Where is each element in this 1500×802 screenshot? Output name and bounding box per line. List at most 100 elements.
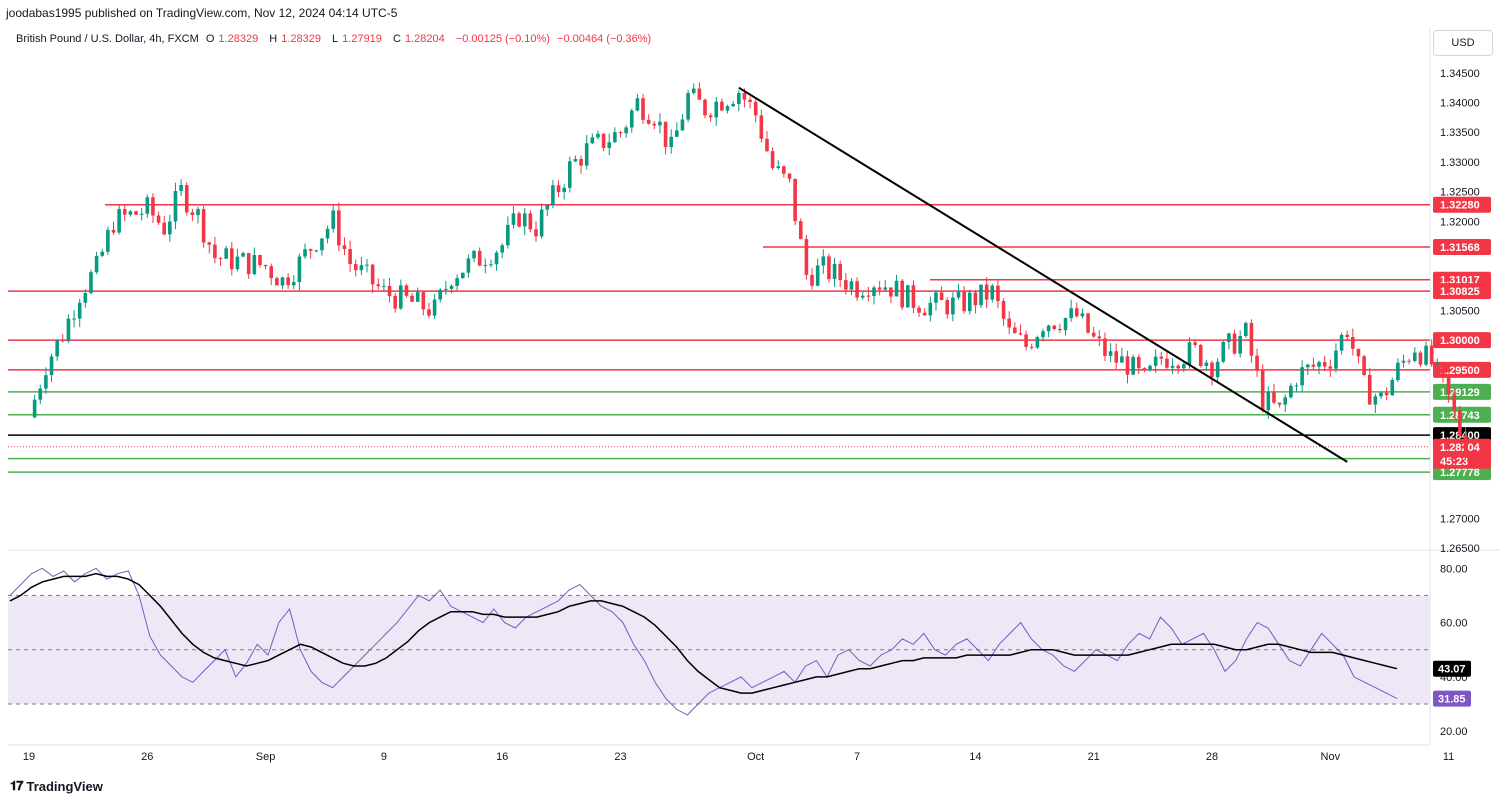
candle-body [793,178,797,222]
candle-body [1013,327,1017,334]
candle-body [173,190,178,222]
price-tick-label: 1.27000 [1440,513,1480,525]
candle-body [421,292,426,310]
candle-body [804,239,809,275]
candle-body [100,251,105,256]
candle-body [911,285,916,308]
candle-body [703,99,707,116]
candle-body [404,285,409,296]
candle-body [1413,352,1417,362]
candle-body [1103,338,1107,356]
candle-body [1193,342,1197,345]
candle-body [337,210,341,246]
candle-body [162,222,166,235]
candle-body [1255,355,1259,371]
candle-body [770,151,775,168]
price-level-tag: 1.29129 [1433,383,1491,400]
candle-body [1063,318,1068,331]
candle-body [1046,325,1051,332]
candle-body [934,292,938,303]
candle-body [844,280,848,290]
candle-body [145,197,150,214]
candle-body [618,132,623,134]
candle-body [522,213,527,227]
candle-body [1452,394,1457,411]
price-level-tag-label: 1.30825 [1440,286,1480,298]
rsi-tick-label: 20.00 [1440,726,1468,738]
candle-body [889,287,893,297]
close-value: C 1.28204 [392,33,445,45]
candle-body [1283,397,1288,405]
candle-body [156,215,161,223]
price-level-tag-bg [1433,332,1491,349]
candle-body [922,312,927,316]
candle-body [765,138,769,152]
rsi-line [9,567,1398,716]
candle-body [134,211,138,215]
candle-body [1379,392,1383,397]
candle-body [1367,374,1372,405]
price-tick-label: 1.32500 [1440,187,1480,199]
candle-body [996,285,1000,302]
candle-body [1384,392,1389,396]
candle-body [601,133,606,149]
time-tick-label: 9 [381,751,387,763]
candle-body [979,284,983,306]
candle-body [83,292,88,303]
candle-body [201,209,206,243]
price-tick-label: 1.30500 [1440,305,1480,317]
tradingview-brand[interactable]: 𝟏𝟕 TradingView [10,778,103,794]
candle-body [1446,376,1451,395]
candle-body [714,101,719,118]
candle-body [415,292,420,302]
candle-body [207,242,212,245]
candle-body [821,256,826,266]
candle-body [1300,367,1304,386]
candle-body [1091,332,1096,337]
candle-body [1182,364,1186,369]
candle-body [472,250,476,259]
candle-body [280,277,285,286]
price-level-tag: 1.30000 [1433,332,1491,349]
candle-body [314,250,319,252]
price-level-tag-bg [1433,283,1491,300]
candle-body [539,209,544,237]
candle-body [635,98,640,111]
publisher-line: joodabas1995 published on TradingView.co… [6,6,398,20]
price-level-tag: 1.29500 [1433,361,1491,378]
candle-body [1131,356,1135,375]
candle-body [1305,364,1310,368]
candle-body [151,197,155,216]
candle-body [122,209,127,215]
time-tick-label: 11 [1443,751,1454,763]
candle-body [438,289,443,300]
candle-body [342,245,347,250]
candle-body [629,110,634,128]
candle-body [483,264,488,266]
candle-body [1244,322,1248,337]
candle-body [353,264,358,271]
candle-body [1148,365,1152,371]
candle-body [218,258,223,260]
price-tick-label: 1.33500 [1440,127,1480,139]
candle-body [939,292,944,301]
candle-body [737,93,741,104]
high-value: H 1.28329 [269,33,321,45]
candle-body [1018,333,1023,335]
candle-body [241,253,245,257]
candle-body [1390,380,1395,396]
candle-body [1272,391,1276,403]
candle-body [641,98,645,120]
currency-button[interactable]: USD [1433,30,1493,56]
current-price-tag-bg [1433,438,1491,469]
candle-body [1429,345,1434,365]
candle-body [382,285,386,287]
candle-body [877,287,882,290]
candle-body [860,295,865,298]
candle-body [556,185,561,193]
candle-body [111,229,116,233]
candle-body [1035,337,1040,348]
candle-body [838,263,842,281]
